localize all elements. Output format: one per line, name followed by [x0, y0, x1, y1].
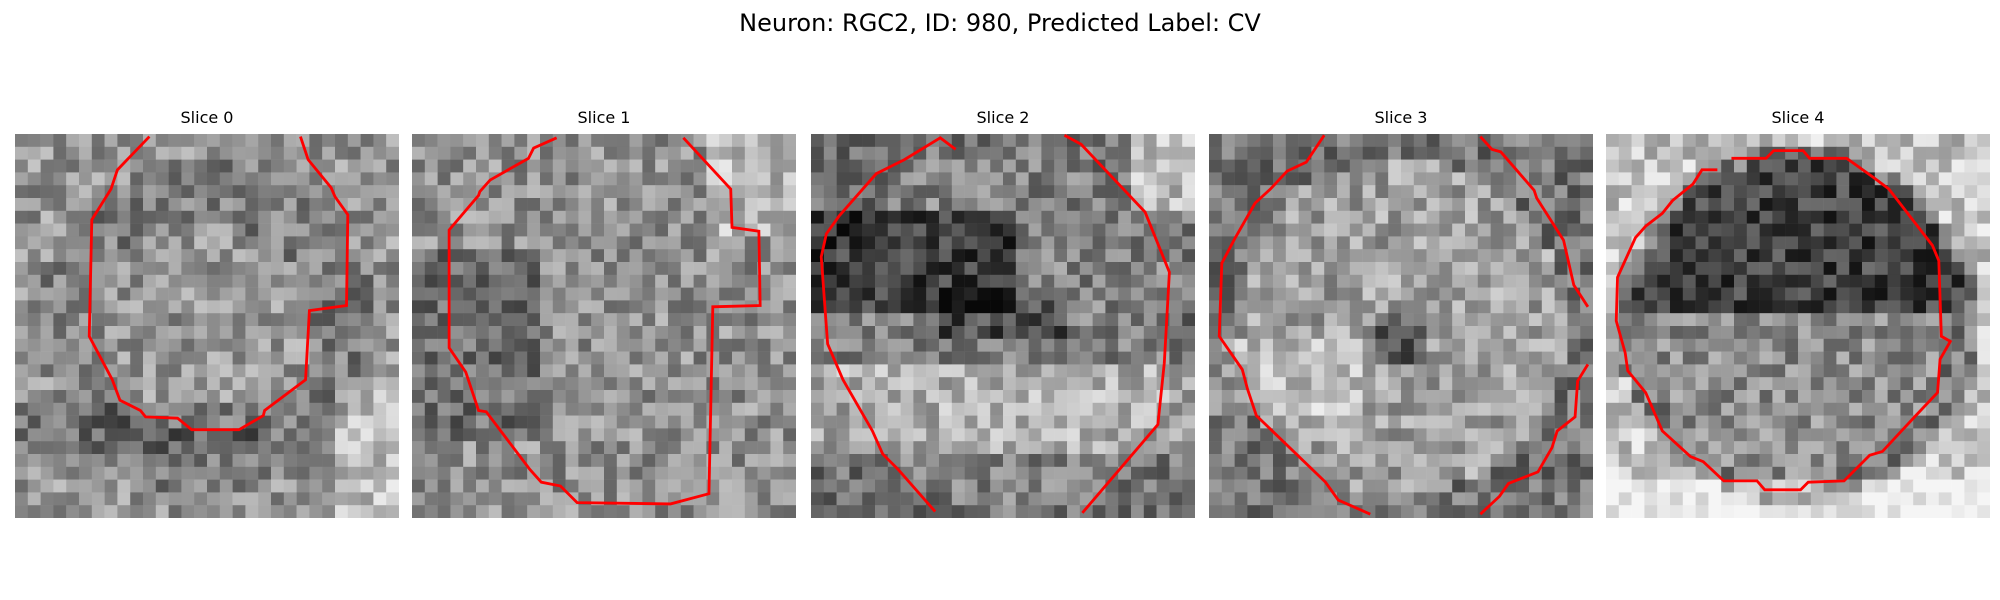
pixel-grid — [1209, 134, 1593, 518]
slice-panel-1: Slice 1 — [412, 107, 796, 527]
pixel-grid — [15, 134, 399, 518]
contour-line — [819, 136, 957, 513]
slice-image-2 — [811, 134, 1195, 518]
contour-line — [1217, 134, 1371, 516]
contour-line — [1614, 149, 1953, 492]
contour-line — [1063, 134, 1171, 514]
slice-image-1 — [412, 134, 796, 518]
slice-image-0 — [15, 134, 399, 518]
slice-panel-3: Slice 3 — [1209, 107, 1593, 527]
pixel-grid — [412, 134, 796, 518]
slice-image-3 — [1209, 134, 1593, 518]
contour-line — [447, 136, 762, 506]
slice-title-4: Slice 4 — [1771, 108, 1825, 127]
slice-title-3: Slice 3 — [1374, 108, 1428, 127]
pixel-grid — [811, 134, 1195, 518]
slice-title-0: Slice 0 — [180, 108, 234, 127]
slice-panel-4: Slice 4 — [1606, 107, 1990, 527]
slice-title-1: Slice 1 — [577, 108, 631, 127]
slice-panel-2: Slice 2 — [811, 107, 1195, 527]
contour-line — [1479, 135, 1590, 308]
figure-title: Neuron: RGC2, ID: 980, Predicted Label: … — [739, 9, 1261, 37]
slice-image-4 — [1606, 134, 1990, 518]
slice-panel-0: Slice 0 — [15, 107, 399, 527]
slice-title-2: Slice 2 — [976, 108, 1030, 127]
contour-line — [1479, 363, 1590, 516]
contour-line — [87, 135, 350, 432]
pixel-grid — [1606, 134, 1990, 518]
